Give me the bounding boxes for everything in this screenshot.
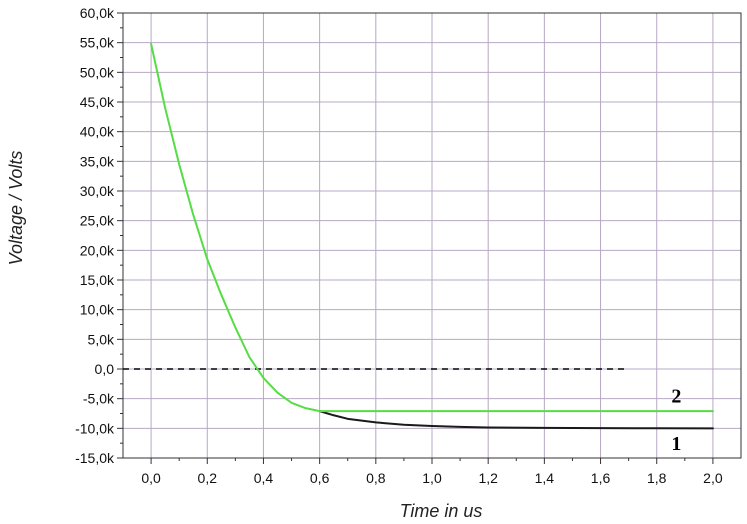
y-tick-label: -15,0k xyxy=(75,450,115,466)
x-axis-title: Time in us xyxy=(400,501,483,521)
curve-label-layer: 12 xyxy=(671,386,681,455)
y-tick-label: 50,0k xyxy=(80,64,115,80)
x-tick-label: 1,6 xyxy=(591,470,611,486)
y-tick-label: -5,0k xyxy=(83,391,115,407)
tick-label-layer: 0,0 0,2 0,4 0,6 0,8 1,0 1,2 1,4 1,6 1,8 2,0 -15,0k -… xyxy=(75,5,723,486)
x-tick-label: 1,8 xyxy=(647,470,667,486)
y-tick-label: 45,0k xyxy=(80,94,115,110)
y-tick-label: 40,0k xyxy=(80,124,115,140)
grid-layer xyxy=(123,12,741,459)
y-tick-label: 5,0k xyxy=(88,331,115,347)
series-1-line xyxy=(318,410,714,430)
y-tick-label: 30,0k xyxy=(80,183,115,199)
x-tick-label: 0,2 xyxy=(198,470,218,486)
curve-label-1: 1 xyxy=(671,433,681,455)
y-axis-title: Voltage / Volts xyxy=(6,151,26,266)
y-tick-label: 10,0k xyxy=(80,302,115,318)
x-tick-label: 2,0 xyxy=(703,470,723,486)
x-tick-label: 1,2 xyxy=(478,470,498,486)
y-tick-label: 35,0k xyxy=(80,153,115,169)
x-tick-label: 1,0 xyxy=(422,470,442,486)
x-tick-label: 1,4 xyxy=(535,470,555,486)
x-tick-label: 0,6 xyxy=(310,470,330,486)
y-tick-label: -10,0k xyxy=(75,420,115,436)
series-2-line xyxy=(150,42,714,413)
series-layer xyxy=(150,42,714,430)
y-tick-label: 25,0k xyxy=(80,213,115,229)
x-tick-label: 0,8 xyxy=(366,470,386,486)
y-tick-label: 0,0 xyxy=(95,361,115,377)
y-tick-label: 60,0k xyxy=(80,5,115,21)
x-tick-label: 0,0 xyxy=(141,470,161,486)
y-tick-label: 15,0k xyxy=(80,272,115,288)
curve-label-2: 2 xyxy=(671,386,681,408)
y-tick-label: 20,0k xyxy=(80,242,115,258)
tick-layer xyxy=(117,12,714,464)
x-tick-label: 0,4 xyxy=(254,470,274,486)
y-tick-label: 55,0k xyxy=(80,35,115,51)
